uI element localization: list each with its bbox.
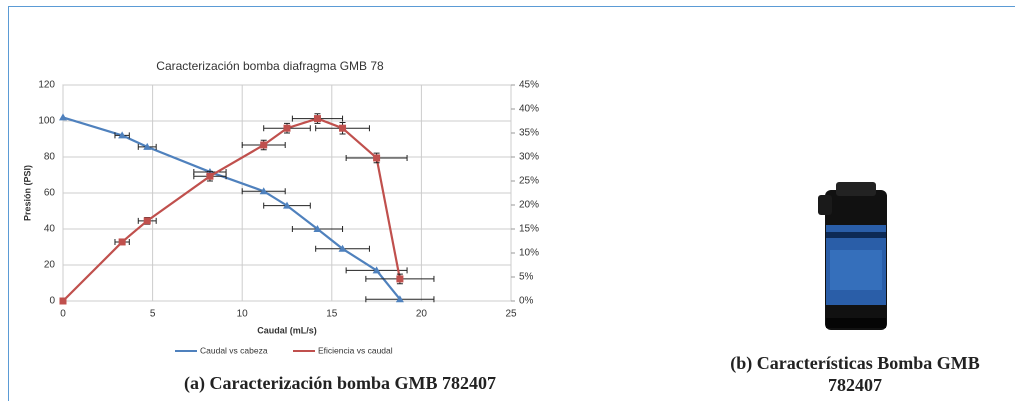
y2-tick-label: 35% <box>519 128 539 139</box>
marker <box>313 225 322 232</box>
marker <box>260 141 268 149</box>
y2-tick-label: 30% <box>519 152 539 163</box>
marker <box>395 295 404 303</box>
marker <box>372 266 381 274</box>
y2-tick-label: 0% <box>519 296 534 307</box>
y2-tick-label: 15% <box>519 224 539 235</box>
y-tick-label: 20 <box>44 260 56 271</box>
marker <box>59 297 67 305</box>
marker <box>373 154 381 162</box>
y2-tick-label: 20% <box>519 200 539 211</box>
marker <box>206 172 214 180</box>
marker <box>396 275 404 283</box>
y-tick-label: 100 <box>38 116 55 127</box>
chart-title: Caracterización bomba diafragma GMB 78 <box>156 59 384 73</box>
caption-b: (b) Características Bomba GMB 782407 <box>730 353 980 395</box>
x-tick-label: 5 <box>150 309 156 320</box>
y-tick-label: 0 <box>49 296 55 307</box>
marker <box>118 238 126 246</box>
caption-a: (a) Caracterización bomba GMB 782407 <box>184 373 496 393</box>
y2-tick-label: 45% <box>519 80 539 91</box>
x-tick-label: 0 <box>60 309 66 320</box>
marker <box>339 124 347 132</box>
series-line <box>62 117 401 302</box>
figure-frame <box>8 6 1015 401</box>
x-axis-label: Caudal (mL/s) <box>257 325 317 335</box>
marker <box>143 142 152 150</box>
marker <box>283 124 291 132</box>
marker <box>283 201 291 209</box>
marker <box>313 115 321 123</box>
marker <box>143 217 151 225</box>
series-line <box>62 116 401 300</box>
marker <box>59 113 67 121</box>
pump-photo <box>818 182 887 330</box>
y2-tick-label: 40% <box>519 104 539 115</box>
legend-label: Caudal vs cabeza <box>200 345 268 355</box>
y-tick-label: 120 <box>38 80 55 91</box>
y-tick-label: 60 <box>44 188 56 199</box>
x-tick-label: 25 <box>505 309 517 320</box>
marker <box>259 187 268 195</box>
marker <box>118 131 127 139</box>
y-tick-label: 40 <box>44 224 56 235</box>
legend-label: Eficiencia vs caudal <box>318 345 393 355</box>
y2-tick-label: 5% <box>519 272 534 283</box>
y2-tick-label: 10% <box>519 248 539 259</box>
y-tick-label: 80 <box>44 152 56 163</box>
y2-tick-label: 25% <box>519 176 539 187</box>
marker <box>338 244 347 252</box>
y-axis-label: Presión (PSI) <box>22 165 32 221</box>
x-tick-label: 10 <box>237 309 249 320</box>
x-tick-label: 20 <box>416 309 428 320</box>
x-tick-label: 15 <box>326 309 338 320</box>
